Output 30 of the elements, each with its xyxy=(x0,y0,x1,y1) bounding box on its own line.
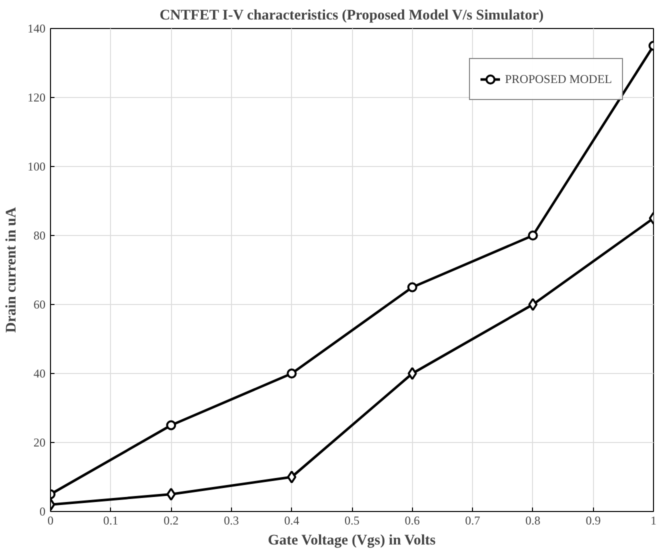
x-tick-label: 0.1 xyxy=(103,514,118,528)
x-tick-label: 1 xyxy=(650,514,656,528)
point xyxy=(528,230,538,240)
y-tick-label: 0 xyxy=(40,504,46,518)
y-tick-label: 140 xyxy=(28,22,46,36)
y-tick-label: 100 xyxy=(28,160,46,174)
y-tick-label: 60 xyxy=(34,298,46,312)
x-tick-label: 0.5 xyxy=(344,514,360,528)
y-tick-label: 120 xyxy=(28,90,46,104)
point xyxy=(286,368,297,378)
point xyxy=(166,420,176,430)
x-tick-label: 0.6 xyxy=(404,514,420,528)
x-tick-label: 0.3 xyxy=(224,514,239,528)
point xyxy=(528,298,538,311)
point xyxy=(287,470,296,484)
x-tick-label: 0.4 xyxy=(284,514,300,528)
y-tick-label: 40 xyxy=(34,366,46,380)
point xyxy=(408,367,417,380)
y-axis-title: Drain current in uA xyxy=(4,206,20,333)
y-tick-label: 80 xyxy=(34,228,46,242)
chart-title: CNTFET I-V characteristics (Proposed Model V/s Simulator) xyxy=(160,8,544,24)
x-tick-label: 0.2 xyxy=(164,514,179,528)
legend-label: PROPOSED MODEL xyxy=(504,72,612,86)
x-tick-label: 0.9 xyxy=(586,514,601,528)
x-tick-label: 0.7 xyxy=(465,514,480,528)
point xyxy=(407,282,418,292)
point xyxy=(166,488,176,501)
y-tick-label: 20 xyxy=(34,436,46,450)
x-tick-label: 0.8 xyxy=(525,514,540,528)
x-axis-title: Gate Voltage (Vgs) in Volts xyxy=(268,532,436,548)
